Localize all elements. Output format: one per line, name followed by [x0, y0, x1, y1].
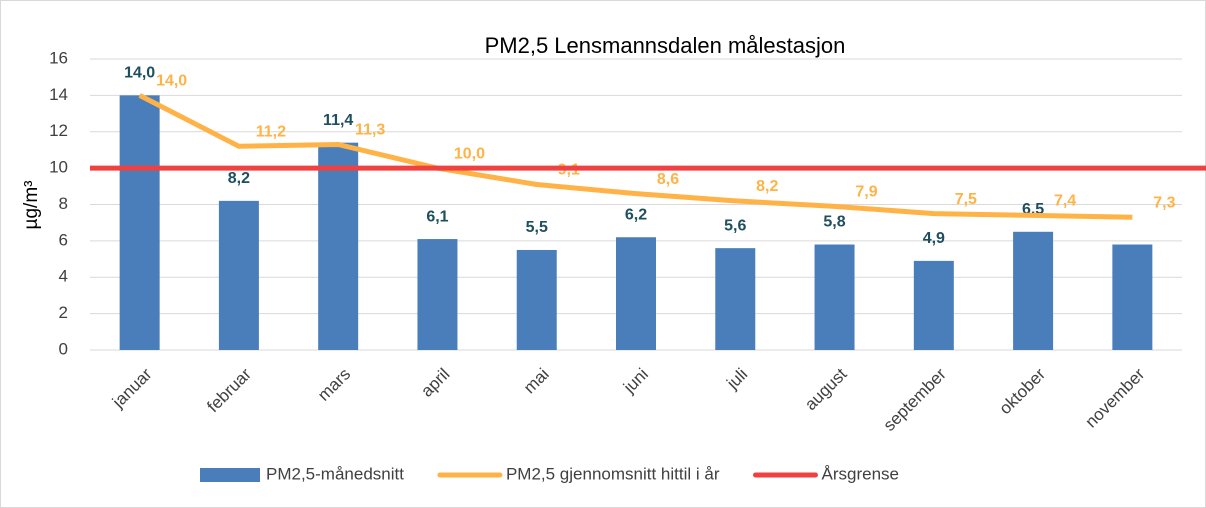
line-value-label: 11,2 — [256, 124, 286, 141]
y-tick-label: 2 — [59, 303, 68, 322]
bar — [119, 95, 160, 350]
legend-swatch — [200, 468, 260, 482]
y-tick-label: 0 — [59, 339, 68, 358]
bar-value-label: 5,8 — [823, 214, 845, 231]
bar-value-label: 8,2 — [228, 170, 250, 187]
bar — [814, 244, 855, 350]
y-tick-label: 4 — [59, 267, 68, 286]
bar — [1112, 244, 1153, 350]
bar — [318, 142, 359, 350]
line-value-label: 7,9 — [855, 184, 877, 201]
bar-value-label: 14,0 — [124, 65, 155, 82]
bar — [913, 260, 954, 350]
y-tick-label: 16 — [49, 48, 68, 67]
legend: PM2,5-månedsnitt PM2,5 gjennomsnitt hitti… — [200, 464, 899, 483]
bar — [616, 237, 656, 350]
bar — [417, 239, 458, 350]
line-value-label: 8,6 — [657, 171, 679, 188]
y-tick-label: 12 — [49, 121, 68, 140]
y-tick-label: 6 — [59, 230, 68, 249]
bar — [218, 200, 259, 350]
chart-title: PM2,5 Lensmannsdalen målestasjon — [485, 33, 846, 58]
legend-label: PM2,5 gjennomsnitt hittil i år — [506, 464, 720, 483]
bar-value-label: 5,6 — [724, 217, 746, 234]
y-axis-label: µg/m³ — [21, 181, 42, 230]
line-value-label: 7,3 — [1153, 194, 1175, 211]
bar — [715, 248, 756, 350]
bar — [516, 249, 557, 350]
legend-label: Årsgrense — [822, 464, 899, 483]
legend-label: PM2,5-månedsnitt — [266, 464, 404, 483]
bar-value-label: 6,1 — [426, 208, 448, 225]
line — [138, 93, 1133, 220]
bar-value-label: 5,5 — [526, 219, 548, 236]
y-tick-label: 8 — [59, 194, 68, 213]
y-tick-label: 14 — [49, 85, 68, 104]
bar — [1013, 231, 1054, 350]
bar-value-label: 6,2 — [625, 206, 647, 223]
line-value-label: 7,4 — [1054, 193, 1076, 210]
line-value-label: 14,0 — [156, 73, 187, 90]
line-value-label: 10,0 — [454, 145, 485, 162]
bar-value-label: 11,4 — [323, 112, 353, 129]
bar-value-label: 4,9 — [923, 230, 945, 247]
line-value-label: 7,5 — [955, 191, 977, 208]
y-tick-label: 10 — [49, 158, 68, 177]
line-value-label: 11,3 — [355, 122, 385, 139]
line-value-label: 8,2 — [756, 178, 778, 195]
